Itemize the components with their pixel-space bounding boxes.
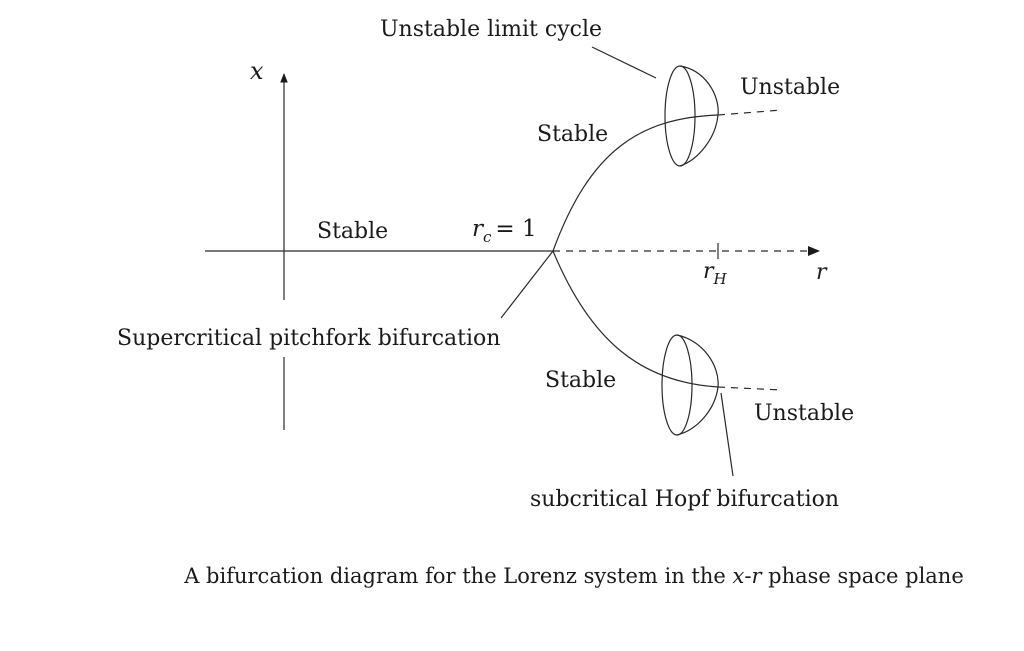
r-axis-arrowhead — [808, 246, 820, 256]
unstable-limit-cycle-label: Unstable limit cycle — [380, 17, 602, 42]
upper-limit-cycle — [664, 65, 719, 167]
subcritical-label: subcritical Hopf bifurcation — [530, 487, 839, 512]
stable-lower-label: Stable — [545, 368, 616, 393]
upper-stable-branch — [552, 114, 719, 252]
hopf-leader — [720, 392, 734, 477]
unstable-upper-label: Unstable — [740, 75, 840, 100]
x-axis-label: x — [250, 57, 264, 85]
rh-label: rH — [703, 259, 728, 288]
upper-unstable-branch — [717, 109, 783, 116]
figure-caption: A bifurcation diagram for the Lorenz sys… — [184, 564, 964, 588]
unstable-lower-label: Unstable — [754, 401, 854, 426]
stable-left-label: Stable — [317, 219, 388, 244]
r-axis-label: r — [816, 260, 828, 285]
lower-limit-cycle — [661, 334, 719, 436]
stable-upper-label: Stable — [537, 122, 608, 147]
pitchfork-leader — [500, 250, 554, 319]
limit-cycle-leader — [591, 46, 657, 79]
lower-unstable-branch — [717, 386, 783, 391]
lower-stable-branch — [552, 250, 719, 388]
rc-label: rc = 1 — [472, 216, 537, 246]
supercritical-label: Supercritical pitchfork bifurcation — [117, 326, 500, 351]
